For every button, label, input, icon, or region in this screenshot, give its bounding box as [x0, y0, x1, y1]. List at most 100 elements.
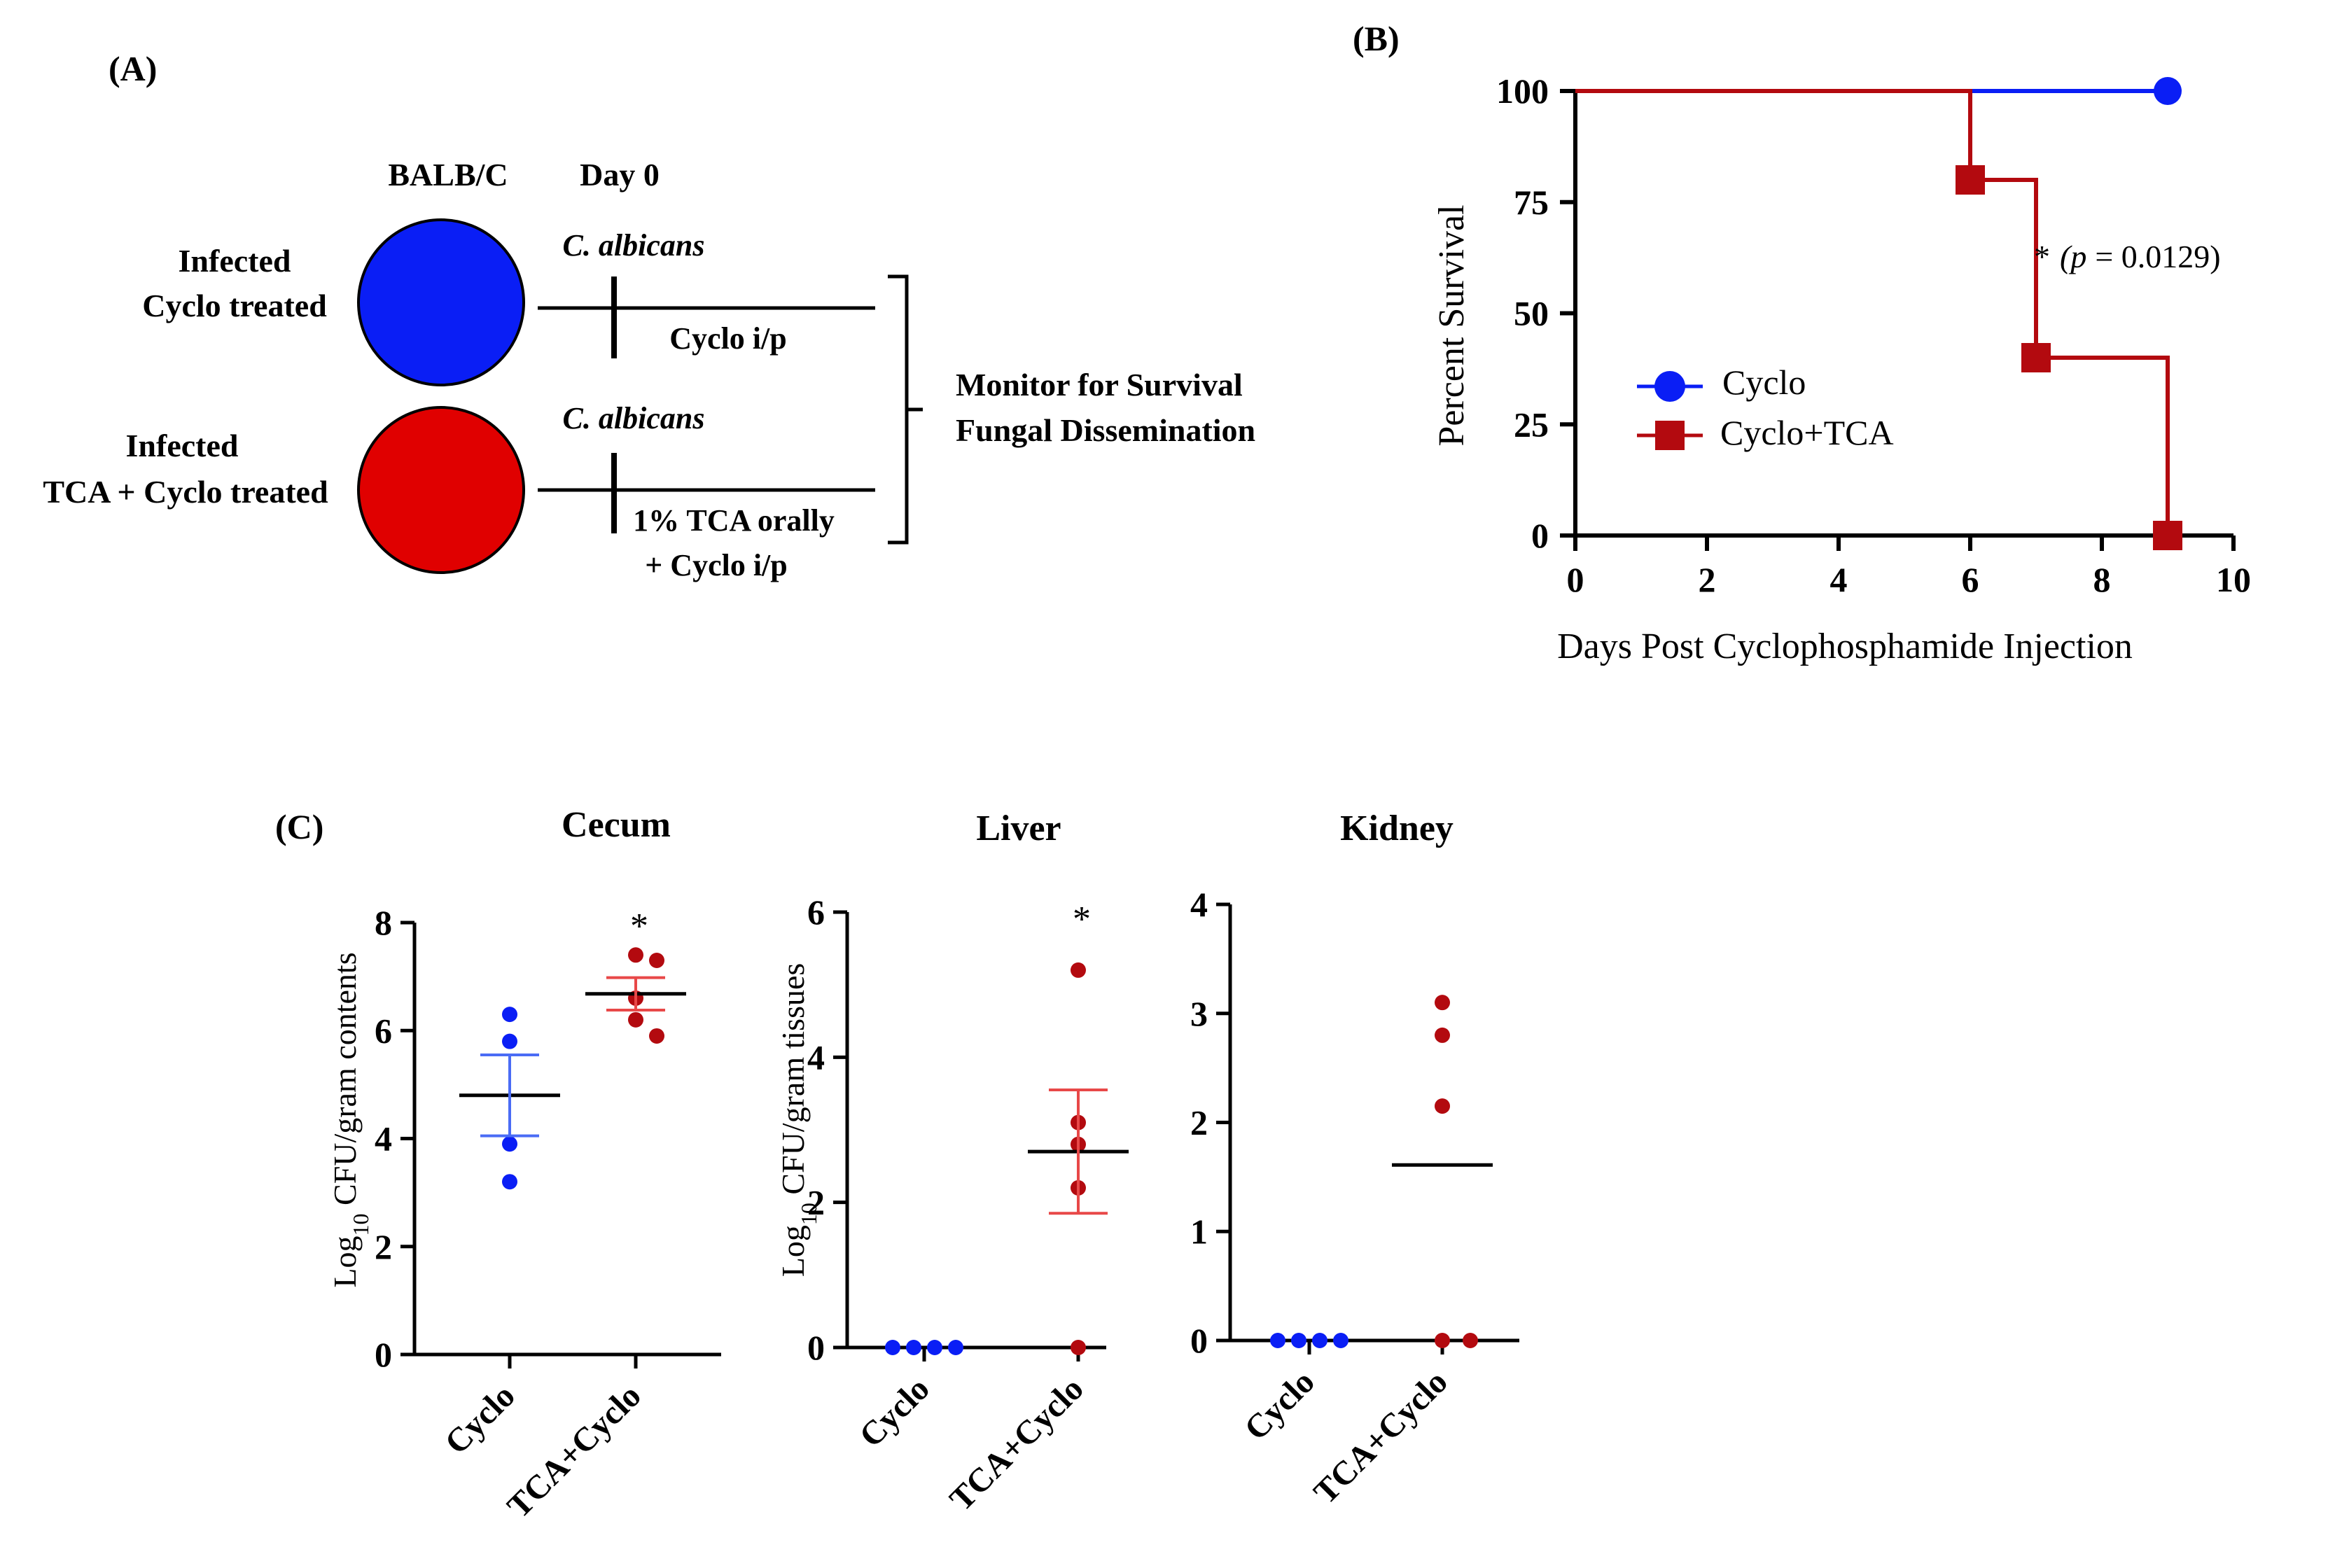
panel-c-dot-plots: (C) Cecum02468CycloTCA+Cyclo*Liver0246Cy…	[275, 805, 1519, 1525]
group2-line2: TCA + Cyclo treated	[43, 474, 328, 510]
y-tick-label: 4	[1190, 885, 1208, 924]
plot-title: Kidney	[1340, 808, 1454, 848]
x-category-label: Cyclo	[438, 1377, 522, 1461]
x-tick-label: 10	[2216, 560, 2251, 599]
group2-treatment-1: 1% TCA orally	[633, 503, 835, 538]
y-tick-label: 100	[1496, 71, 1549, 111]
survival-x-axis-label: Days Post Cyclophosphamide Injection	[1557, 626, 2133, 666]
panel-a-label: (A)	[109, 49, 157, 88]
x-category-label: TCA+Cyclo	[1306, 1363, 1454, 1511]
legend-cyclo-label: Cyclo	[1722, 363, 1806, 402]
group1-treatment: Cyclo i/p	[669, 321, 786, 356]
data-point	[1435, 1027, 1450, 1043]
y-tick-label: 3	[1190, 994, 1208, 1033]
data-point	[948, 1340, 963, 1355]
data-point	[649, 1028, 664, 1044]
strain-label: BALB/C	[388, 157, 508, 192]
survival-marker-cyclo-tca	[2021, 343, 2051, 372]
data-point	[628, 947, 643, 963]
y-tick-label: 8	[375, 903, 392, 942]
y-tick-label: 25	[1514, 405, 1549, 444]
dot-plot-liver: Liver 0 2 4 6 Cyclo TCA+Cyclo *	[807, 808, 1129, 1518]
y-tick-label: 0	[807, 1328, 825, 1367]
significance-star: *	[1073, 899, 1091, 939]
y-tick-label: 2	[375, 1227, 392, 1266]
group1-line1: Infected	[179, 243, 291, 279]
group1-mouse-circle	[357, 218, 525, 386]
x-category-label: Cyclo	[852, 1370, 936, 1454]
group2-line1: Infected	[126, 428, 239, 463]
group2-mouse-circle	[357, 406, 525, 574]
data-point	[1071, 962, 1086, 978]
y-tick-label: 2	[807, 1183, 825, 1222]
data-point	[1071, 1340, 1086, 1355]
data-point	[1435, 1098, 1450, 1114]
survival-legend: Cyclo Cyclo+TCA	[1637, 363, 1894, 452]
y-tick-label: 0	[375, 1335, 392, 1374]
data-point	[628, 1011, 643, 1028]
survival-marker-cyclo-tca	[1956, 165, 1985, 195]
y-tick-label: 0	[1531, 516, 1549, 555]
legend-tca-label: Cyclo+TCA	[1720, 413, 1894, 452]
survival-marker-cyclo-tca	[2153, 521, 2182, 550]
data-point	[1463, 1333, 1478, 1348]
y-tick-label: 6	[807, 892, 825, 932]
y-tick-label: 1	[1190, 1212, 1208, 1251]
data-point	[502, 1007, 517, 1023]
monitor-line2: Fungal Dissemination	[956, 412, 1255, 448]
significance-star: *	[630, 906, 648, 946]
y-tick-label: 4	[375, 1119, 392, 1158]
panel-a-schematic: (A) BALB/C Day 0 Infected Cyclo treated …	[43, 49, 1255, 582]
x-category-label: TCA+Cyclo	[942, 1370, 1090, 1518]
panel-c-label: (C)	[275, 807, 323, 846]
cecum-y-axis-label: Log10 CFU/gram contents	[327, 952, 373, 1287]
survival-marker-cyclo	[2154, 77, 2182, 105]
data-point	[502, 1136, 517, 1152]
x-category-label: Cyclo	[1237, 1363, 1321, 1447]
monitor-line1: Monitor for Survival	[956, 367, 1243, 402]
panel-b-survival-chart: (B) 0 25 50 75 100 0 2 4 6 8 10 Days Post Cyclopho…	[1353, 19, 2251, 666]
data-point	[927, 1340, 942, 1355]
survival-y-axis-label: Percent Survival	[1432, 204, 1472, 446]
day-label: Day 0	[580, 157, 660, 192]
data-point	[502, 1033, 517, 1049]
y-tick-label: 6	[375, 1011, 392, 1050]
y-tick-label: 2	[1190, 1103, 1208, 1142]
x-tick-label: 4	[1830, 560, 1848, 599]
liver-y-axis-label: Log10 CFU/gram tissues	[775, 963, 821, 1278]
data-point	[1435, 995, 1450, 1011]
legend-cyclo-marker	[1654, 371, 1685, 402]
legend-tca-marker	[1655, 421, 1685, 450]
x-tick-label: 8	[2093, 560, 2111, 599]
plot-title: Cecum	[562, 805, 671, 845]
data-point	[1291, 1333, 1306, 1348]
survival-line-cyclo-tca	[1575, 89, 2170, 536]
group2-pathogen: C. albicans	[563, 401, 705, 435]
data-point	[1333, 1333, 1348, 1348]
data-point	[1312, 1333, 1327, 1348]
group1-line2: Cyclo treated	[142, 288, 327, 323]
panel-b-label: (B)	[1353, 19, 1400, 58]
group2-treatment-2: + Cyclo i/p	[645, 548, 788, 582]
x-tick-label: 2	[1699, 560, 1716, 599]
survival-axes	[1573, 91, 2233, 538]
data-point	[502, 1174, 517, 1190]
y-tick-label: 0	[1190, 1321, 1208, 1360]
y-tick-label: 4	[807, 1037, 825, 1077]
data-point	[906, 1340, 921, 1355]
monitor-bracket	[888, 274, 923, 545]
data-point	[885, 1340, 900, 1355]
x-tick-label: 6	[1962, 560, 1979, 599]
group1-pathogen: C. albicans	[563, 228, 705, 262]
data-point	[649, 952, 664, 968]
y-tick-label: 75	[1514, 183, 1549, 222]
survival-series	[1575, 77, 2182, 550]
x-tick-label: 0	[1567, 560, 1584, 599]
plot-title: Liver	[976, 808, 1061, 848]
survival-ticks: 0 25 50 75 100 0 2 4 6 8 10	[1496, 71, 2251, 599]
data-point	[1435, 1333, 1450, 1348]
